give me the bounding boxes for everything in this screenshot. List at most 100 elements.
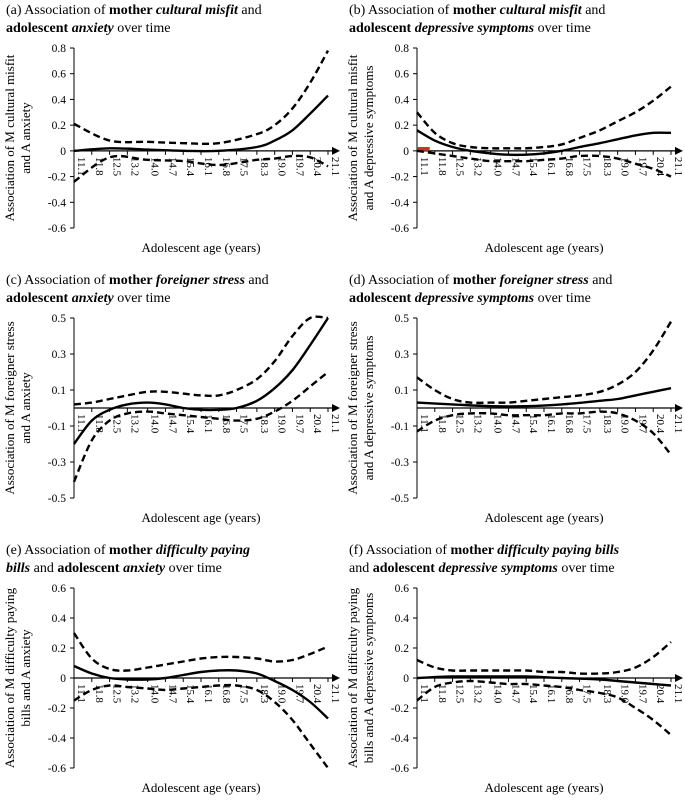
chart-title-line: (c) Association of mother foreigner stre… (6, 273, 269, 288)
chart-title-part: over time (114, 21, 171, 36)
series-line-estimate (416, 129, 672, 157)
x-tick-label: 14.7 (166, 157, 178, 177)
chart-panel-f: (f) Association of mother difficulty pay… (343, 540, 685, 810)
chart-title-part: adolescent (6, 291, 72, 306)
x-axis-label: Adolescent age (years) (141, 240, 260, 255)
chart-title-part: (c) Association of (6, 273, 109, 288)
x-tick-label: 11.1 (418, 684, 430, 703)
chart-title-part: over time (165, 561, 222, 576)
x-axis-arrow (332, 404, 340, 412)
chart-svg-b: (b) Association of mother cultural misfi… (345, 3, 684, 255)
x-tick-label: 14.7 (509, 684, 521, 704)
x-tick-label: 19.0 (276, 157, 288, 177)
chart-svg-a: (a) Association of mother cultural misfi… (2, 3, 341, 255)
chart-title-part: (d) Association of (349, 273, 453, 288)
y-tick-label: 0.6 (52, 583, 67, 595)
highlight-mark (417, 147, 430, 151)
x-tick-label: 13.2 (128, 157, 140, 176)
x-tick-label: 12.5 (111, 684, 123, 704)
series-line-upper-ci (416, 85, 672, 150)
x-tick-label: 14.7 (166, 414, 178, 434)
y-axis-label: Association of M foreigner stress (2, 321, 17, 494)
chart-title-part: difficulty paying bills (497, 543, 619, 558)
series-line-lower-ci (416, 679, 672, 736)
y-tick-label: 0 (60, 146, 66, 158)
x-tick-label: 19.0 (276, 684, 288, 704)
x-tick-label: 17.5 (581, 414, 593, 434)
chart-title-line: adolescent depressive symptoms over time (349, 21, 591, 36)
x-tick-label: 16.8 (563, 414, 575, 434)
x-tick-label: 15.4 (527, 414, 539, 434)
y-axis-label: Association of M difficulty paying (345, 587, 360, 768)
x-axis-label: Adolescent age (years) (141, 780, 260, 795)
x-tick-label: 14.0 (149, 157, 161, 177)
y-tick-label: -0.4 (48, 197, 66, 209)
y-tick-label: 0.6 (52, 69, 67, 81)
x-tick-label: 18.3 (258, 157, 270, 177)
y-tick-label: 0.5 (52, 313, 67, 325)
y-axis-label: bills and A depressive symptoms (361, 593, 376, 763)
x-tick-label: 21.1 (329, 157, 341, 176)
chart-panel-b: (b) Association of mother cultural misfi… (343, 0, 685, 270)
series-line-estimate (73, 664, 329, 720)
x-tick-label: 18.3 (601, 414, 613, 434)
series-line-estimate (73, 317, 330, 445)
y-tick-label: 0.3 (395, 349, 410, 361)
x-tick-label: 20.4 (311, 157, 323, 177)
x-tick-label: 20.4 (654, 157, 666, 177)
chart-title-part: and (238, 3, 262, 18)
chart-title-part: depressive symptoms (438, 561, 558, 576)
y-tick-label: 0.8 (395, 43, 410, 55)
chart-svg-d: (d) Association of mother foreigner stre… (345, 273, 684, 525)
chart-panel-e: (e) Association of mother difficulty pay… (0, 540, 342, 810)
x-tick-label: 15.4 (184, 414, 196, 434)
x-tick-label: 12.5 (111, 157, 123, 177)
y-tick-label: -0.6 (391, 223, 409, 235)
chart-title-part: cultural misfit (500, 3, 583, 18)
chart-title-line: adolescent depressive symptoms over time (349, 291, 591, 306)
chart-title-part: foreigner stress (500, 273, 590, 288)
x-axis-arrow (675, 404, 683, 412)
x-tick-label: 16.1 (545, 414, 557, 433)
x-axis-label: Adolescent age (years) (484, 780, 603, 795)
x-tick-label: 20.4 (311, 414, 323, 434)
x-tick-label: 16.8 (220, 414, 232, 434)
y-tick-label: -0.1 (391, 421, 409, 433)
chart-title-part: and (30, 561, 57, 576)
chart-title-part: mother (450, 543, 497, 558)
x-axis-label: Adolescent age (years) (484, 510, 603, 525)
series-line-upper-ci (73, 49, 330, 146)
series-line-lower-ci (73, 154, 329, 183)
y-axis-label: Association of M difficulty paying (2, 587, 17, 768)
y-tick-label: -0.4 (391, 197, 409, 209)
y-tick-label: 0.4 (52, 613, 67, 625)
y-axis-label: and A depressive symptoms (361, 66, 376, 211)
x-tick-label: 21.1 (672, 414, 684, 433)
x-tick-label: 19.7 (293, 157, 305, 177)
chart-title-part: and (245, 273, 269, 288)
x-tick-label: 21.1 (672, 684, 684, 703)
chart-title-part: mother (109, 3, 156, 18)
x-tick-label: 11.1 (418, 157, 430, 176)
chart-title-line: adolescent anxiety over time (6, 291, 170, 306)
x-tick-label: 21.1 (672, 157, 684, 176)
y-tick-label: 0.4 (395, 94, 410, 106)
chart-title-part: (b) Association of (349, 3, 453, 18)
x-tick-label: 17.5 (238, 414, 250, 434)
chart-panel-d: (d) Association of mother foreigner stre… (343, 270, 685, 540)
x-tick-label: 13.2 (471, 414, 483, 433)
x-tick-label: 16.1 (545, 157, 557, 176)
y-tick-label: 0.1 (395, 385, 410, 397)
x-tick-label: 19.0 (276, 414, 288, 434)
y-tick-label: 0.8 (52, 43, 67, 55)
chart-title-part: over time (534, 291, 591, 306)
chart-title-part: depressive symptoms (415, 21, 535, 36)
x-tick-label: 14.0 (492, 414, 504, 434)
chart-title-part: and (349, 561, 373, 576)
x-tick-label: 18.3 (601, 684, 613, 704)
chart-title-part: adolescent (349, 291, 415, 306)
chart-title-part: difficulty paying (156, 543, 250, 558)
y-axis-label: Association of M foreigner stress (345, 321, 360, 494)
x-axis-arrow (675, 674, 683, 682)
chart-svg-e: (e) Association of mother difficulty pay… (2, 543, 341, 795)
